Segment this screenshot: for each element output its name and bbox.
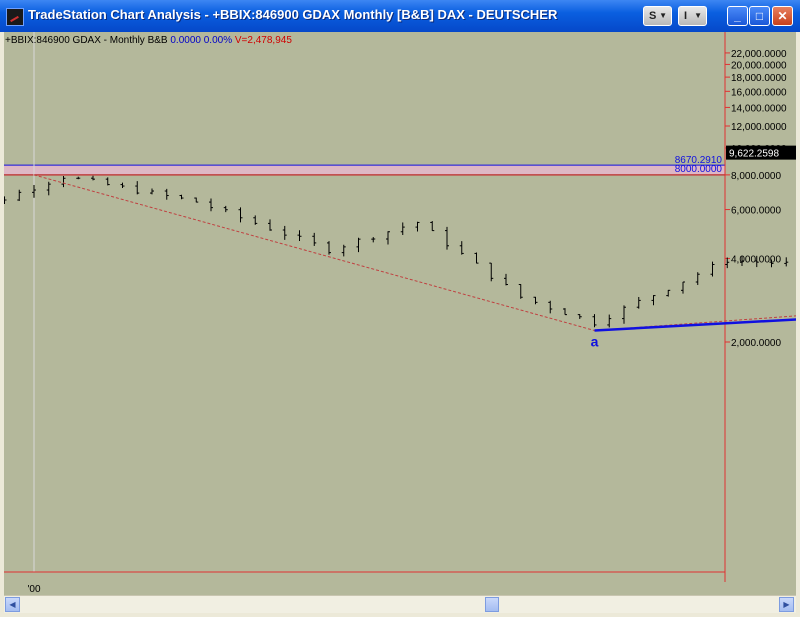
last-price-flag bbox=[726, 145, 796, 160]
volume-label: V=2,478,945 bbox=[234, 35, 292, 46]
y-tick-label: 22,000.0000 bbox=[731, 49, 787, 60]
insert-menu-label: I bbox=[684, 10, 688, 22]
y-tick-label: 16,000.0000 bbox=[731, 87, 787, 98]
price-chart[interactable]: '00'05'10'1522,000.000020,000.000018,000… bbox=[4, 32, 796, 595]
wave-label: a bbox=[591, 334, 599, 350]
level-label: 8670.2910 bbox=[675, 155, 723, 166]
horizontal-scrollbar[interactable]: ◀ ▶ bbox=[4, 595, 796, 613]
chart-app-icon[interactable] bbox=[6, 8, 24, 26]
chart-area[interactable]: '00'05'10'1522,000.000020,000.000018,000… bbox=[4, 32, 796, 595]
chart-header: +BBIX:846900 GDAX - Monthly B&B 0.0000 0… bbox=[5, 35, 292, 46]
close-button[interactable]: ✕ bbox=[772, 6, 793, 26]
x-tick-label: '00 bbox=[27, 584, 40, 595]
maximize-icon: □ bbox=[755, 9, 764, 23]
y-tick-label: 4,000.0000 bbox=[731, 254, 781, 265]
close-icon: ✕ bbox=[777, 9, 788, 23]
arrow-right-icon: ▶ bbox=[783, 600, 790, 609]
chevron-down-icon: ▼ bbox=[694, 11, 702, 20]
insert-menu-button[interactable]: I ▼ bbox=[678, 6, 707, 26]
scroll-right-button[interactable]: ▶ bbox=[779, 597, 794, 612]
maximize-button[interactable]: □ bbox=[749, 6, 770, 26]
channel-line bbox=[33, 174, 595, 331]
level-label: 8000.0000 bbox=[675, 164, 723, 175]
style-menu-button[interactable]: S ▼ bbox=[643, 6, 672, 26]
style-menu-label: S bbox=[649, 10, 657, 22]
support-zone bbox=[4, 165, 725, 175]
change-points: 0.0000 bbox=[170, 35, 201, 46]
title-bar[interactable]: TradeStation Chart Analysis - +BBIX:8469… bbox=[0, 0, 800, 32]
y-tick-label: 2,000.0000 bbox=[731, 338, 781, 349]
y-tick-label: 12,000.0000 bbox=[731, 122, 787, 133]
y-tick-label: 20,000.0000 bbox=[731, 60, 787, 71]
change-percent: 0.00% bbox=[203, 35, 233, 46]
symbol-label: +BBIX:846900 GDAX - Monthly B&B bbox=[5, 35, 168, 46]
arrow-left-icon: ◀ bbox=[9, 600, 16, 609]
scroll-left-button[interactable]: ◀ bbox=[5, 597, 20, 612]
window-title: TradeStation Chart Analysis - +BBIX:8469… bbox=[28, 7, 558, 22]
scroll-thumb[interactable] bbox=[485, 597, 499, 612]
y-tick-label: 14,000.0000 bbox=[731, 103, 787, 114]
y-tick-label: 18,000.0000 bbox=[731, 73, 787, 84]
minimize-icon: _ bbox=[734, 9, 741, 23]
y-tick-label: 8,000.0000 bbox=[731, 171, 781, 182]
chevron-down-icon: ▼ bbox=[659, 11, 667, 20]
last-price-label: 9,622.2598 bbox=[729, 149, 779, 160]
minimize-button[interactable]: _ bbox=[727, 6, 748, 26]
y-tick-label: 6,000.0000 bbox=[731, 206, 781, 217]
